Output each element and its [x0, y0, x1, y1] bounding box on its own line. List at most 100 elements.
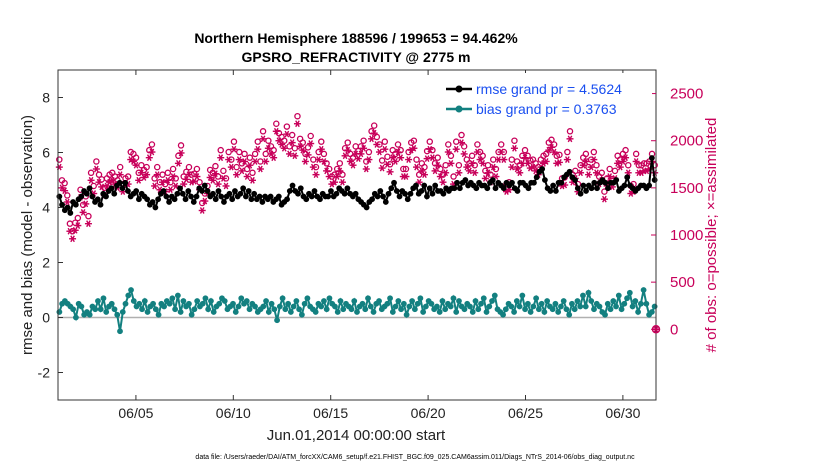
- obs-possible-marker: [71, 219, 79, 226]
- obs-assimilated-marker-stroke: [88, 176, 94, 184]
- obs-possible-marker: [257, 158, 264, 165]
- bias-point: [577, 303, 584, 310]
- obs-possible-marker: [146, 146, 153, 154]
- rmse-point: [572, 177, 578, 183]
- obs-assimilated-marker-stroke: [509, 163, 515, 171]
- obs-possible-marker: [606, 165, 613, 173]
- obs-assimilated-marker: [217, 154, 225, 162]
- bias-point: [552, 300, 559, 307]
- obs-assimilated-marker-stroke: [157, 186, 163, 194]
- obs-possible-marker: [156, 178, 164, 186]
- chart-subtitle: GPSRO_REFRACTIVITY @ 2775 m: [242, 49, 471, 65]
- obs-assimilated-marker-stroke: [313, 171, 319, 179]
- y-tick-label: 8: [42, 90, 50, 106]
- y-tick-label: 0: [42, 310, 50, 326]
- obs-possible-marker: [437, 165, 444, 173]
- x-axis-label: Jun.01,2014 00:00:00 start: [267, 427, 446, 444]
- bias-point: [199, 300, 206, 307]
- rmse-point: [232, 188, 238, 194]
- obs-assimilated-marker: [116, 171, 124, 179]
- obs-assimilated-marker-stroke: [633, 158, 639, 165]
- obs-possible-marker: [191, 170, 198, 177]
- rmse-point: [218, 193, 225, 200]
- obs-assimilated-marker-stroke: [144, 171, 149, 179]
- bias-point: [271, 306, 278, 313]
- bias-point: [491, 292, 498, 299]
- bias-point: [569, 300, 575, 307]
- bias-point: [472, 298, 479, 304]
- rmse-point: [155, 196, 162, 203]
- rmse-point: [451, 185, 458, 192]
- obs-possible-marker: [429, 146, 436, 154]
- bias-point: [574, 298, 581, 304]
- bias-point: [340, 306, 347, 313]
- bias-point: [155, 311, 162, 318]
- bias-point: [287, 309, 294, 315]
- obs-possible-marker: [236, 148, 243, 156]
- obs-possible-marker: [500, 148, 508, 156]
- obs-possible-marker: [93, 158, 100, 165]
- obs-assimilated-marker: [439, 178, 447, 186]
- y-right-tick-label: 0: [670, 321, 678, 338]
- bias-point: [119, 309, 126, 315]
- rmse-point: [574, 185, 581, 192]
- bias-point: [447, 303, 454, 310]
- bias-point: [188, 311, 195, 318]
- bias-point: [139, 306, 145, 313]
- obs-assimilated-marker: [84, 220, 92, 228]
- rmse-point: [424, 193, 430, 200]
- obs-assimilated-marker-stroke: [316, 156, 321, 163]
- bias-point: [285, 300, 292, 307]
- rmse-point: [404, 196, 411, 203]
- obs-assimilated-marker: [413, 163, 421, 171]
- obs-assimilated-marker: [577, 169, 585, 177]
- obs-assimilated-marker-stroke: [70, 235, 75, 243]
- chart-title: Northern Hemisphere 188596 / 199653 = 94…: [194, 30, 518, 46]
- rmse-point: [525, 185, 532, 192]
- obs-possible-marker: [468, 152, 476, 160]
- bias-point: [191, 306, 198, 313]
- obs-possible-marker: [217, 146, 224, 154]
- bias-point: [216, 300, 223, 307]
- rmse-point: [89, 193, 96, 200]
- obs-assimilated-marker-stroke: [562, 181, 568, 189]
- obs-possible-marker: [405, 148, 412, 156]
- rmse-point: [64, 204, 71, 211]
- bias-point: [114, 311, 121, 318]
- obs-assimilated-marker: [140, 174, 148, 181]
- rmse-point: [256, 193, 263, 200]
- obs-assimilated-marker-stroke: [300, 146, 306, 154]
- obs-possible-marker: [617, 156, 624, 163]
- bias-point: [202, 295, 209, 302]
- obs-assimilated-marker-stroke: [318, 145, 324, 153]
- obs-possible-marker: [426, 138, 434, 145]
- obs-assimilated-marker: [378, 164, 386, 172]
- bias-point: [122, 300, 129, 307]
- rmse-point: [166, 199, 172, 205]
- obs-assimilated-marker-stroke: [459, 139, 464, 146]
- obs-possible-marker: [601, 188, 608, 195]
- rmse-point: [67, 210, 74, 216]
- obs-possible-marker: [585, 163, 592, 171]
- obs-assimilated-marker: [92, 165, 100, 173]
- rmse-point: [588, 185, 595, 192]
- bias-point: [535, 306, 542, 313]
- obs-assimilated-marker: [381, 145, 389, 153]
- rmse-series: [56, 155, 658, 216]
- obs-assimilated-marker-stroke: [358, 150, 364, 158]
- rmse-point: [580, 182, 587, 189]
- obs-possible-marker: [516, 161, 523, 169]
- obs-assimilated-marker-stroke: [133, 161, 139, 169]
- rmse-point: [550, 182, 557, 189]
- bias-point: [613, 303, 619, 310]
- obs-assimilated-marker-stroke: [215, 180, 221, 188]
- bias-point: [296, 306, 303, 313]
- obs-assimilated-marker: [368, 135, 376, 143]
- obs-assimilated-marker-stroke: [94, 165, 99, 173]
- rmse-point: [94, 196, 101, 203]
- obs-assimilated-marker: [397, 154, 405, 162]
- rmse-point: [333, 190, 340, 197]
- obs-possible-marker: [360, 137, 367, 144]
- rmse-point: [210, 190, 216, 197]
- obs-assimilated-marker-stroke: [340, 178, 345, 186]
